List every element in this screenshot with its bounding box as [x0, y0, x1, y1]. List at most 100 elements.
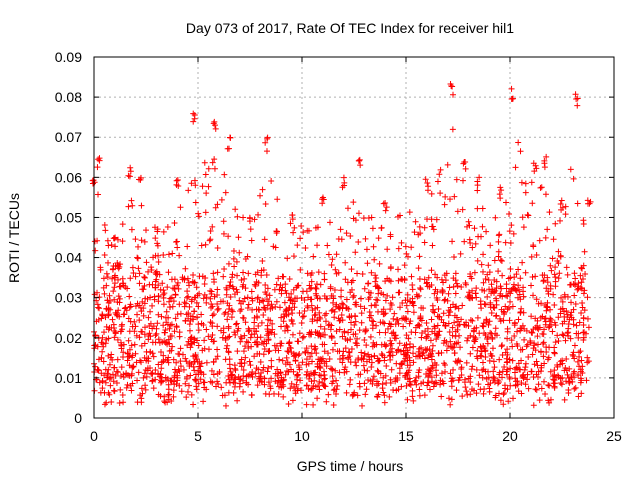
data-point — [95, 316, 102, 323]
data-point — [145, 314, 152, 321]
data-point — [385, 325, 392, 332]
data-point — [139, 390, 146, 397]
data-point — [183, 358, 190, 365]
data-point — [120, 280, 127, 287]
data-point — [339, 184, 346, 191]
data-point — [112, 243, 119, 250]
data-point — [373, 302, 380, 309]
data-point — [356, 383, 363, 390]
data-point — [220, 325, 227, 332]
data-point — [156, 271, 163, 278]
data-point — [152, 332, 159, 339]
data-point — [188, 180, 195, 187]
data-point — [340, 301, 347, 308]
data-point — [234, 348, 241, 355]
data-point — [503, 285, 510, 292]
data-point — [255, 322, 262, 329]
data-point — [441, 201, 448, 208]
data-point — [496, 191, 503, 198]
data-point — [94, 343, 101, 350]
data-point — [522, 360, 529, 367]
data-point — [268, 375, 275, 382]
data-point — [158, 365, 165, 372]
data-point — [364, 260, 371, 267]
data-point — [416, 275, 423, 282]
data-point — [493, 312, 500, 319]
data-point — [209, 323, 216, 330]
data-point — [561, 291, 568, 298]
data-point — [449, 332, 456, 339]
data-point — [530, 374, 537, 381]
data-point — [225, 305, 232, 312]
data-point — [552, 264, 559, 271]
data-point — [165, 391, 172, 398]
data-point — [198, 311, 205, 318]
data-point — [339, 300, 346, 307]
data-point — [565, 332, 572, 339]
data-point — [355, 157, 362, 164]
data-point — [141, 354, 148, 361]
data-point — [389, 345, 396, 352]
data-point — [149, 302, 156, 309]
data-point — [395, 320, 402, 327]
data-point — [254, 341, 261, 348]
data-point — [126, 173, 133, 180]
y-tick-label: 0.06 — [55, 169, 82, 185]
data-point — [511, 369, 518, 376]
data-point — [544, 304, 551, 311]
data-point — [474, 355, 481, 362]
data-point — [212, 125, 219, 132]
data-point — [114, 356, 121, 363]
data-point — [486, 286, 493, 293]
data-point — [564, 371, 571, 378]
data-point — [428, 316, 435, 323]
data-point — [409, 295, 416, 302]
data-point — [136, 317, 143, 324]
data-point — [111, 364, 118, 371]
data-point — [432, 286, 439, 293]
data-point — [127, 382, 134, 389]
data-point — [209, 379, 216, 386]
data-point — [257, 334, 264, 341]
data-point — [485, 381, 492, 388]
data-point — [340, 174, 347, 181]
data-point — [176, 368, 183, 375]
data-point — [255, 279, 262, 286]
data-point — [280, 318, 287, 325]
data-point — [557, 200, 564, 207]
data-point — [238, 306, 245, 313]
data-point — [477, 298, 484, 305]
x-tick-label: 25 — [606, 428, 622, 444]
data-point — [383, 380, 390, 387]
data-point — [305, 227, 312, 234]
data-point — [473, 366, 480, 373]
data-point — [289, 216, 296, 223]
data-point — [387, 337, 394, 344]
data-point — [263, 272, 270, 279]
data-point — [114, 336, 121, 343]
data-point — [262, 139, 269, 146]
data-point — [211, 156, 218, 163]
data-point — [442, 193, 449, 200]
data-point — [508, 222, 515, 229]
data-point — [369, 322, 376, 329]
data-point — [533, 251, 540, 258]
data-point — [295, 282, 302, 289]
data-point — [381, 357, 388, 364]
data-point — [284, 348, 291, 355]
data-point — [419, 330, 426, 337]
x-tick-label: 0 — [90, 428, 98, 444]
data-point — [412, 377, 419, 384]
data-point — [462, 165, 469, 172]
data-point — [248, 288, 255, 295]
data-point — [249, 306, 256, 313]
data-point — [134, 254, 141, 261]
data-point — [161, 338, 168, 345]
data-point — [321, 270, 328, 277]
data-point — [305, 349, 312, 356]
data-point — [105, 312, 112, 319]
data-point — [201, 337, 208, 344]
data-point — [292, 352, 299, 359]
data-point — [478, 233, 485, 240]
data-point — [348, 313, 355, 320]
